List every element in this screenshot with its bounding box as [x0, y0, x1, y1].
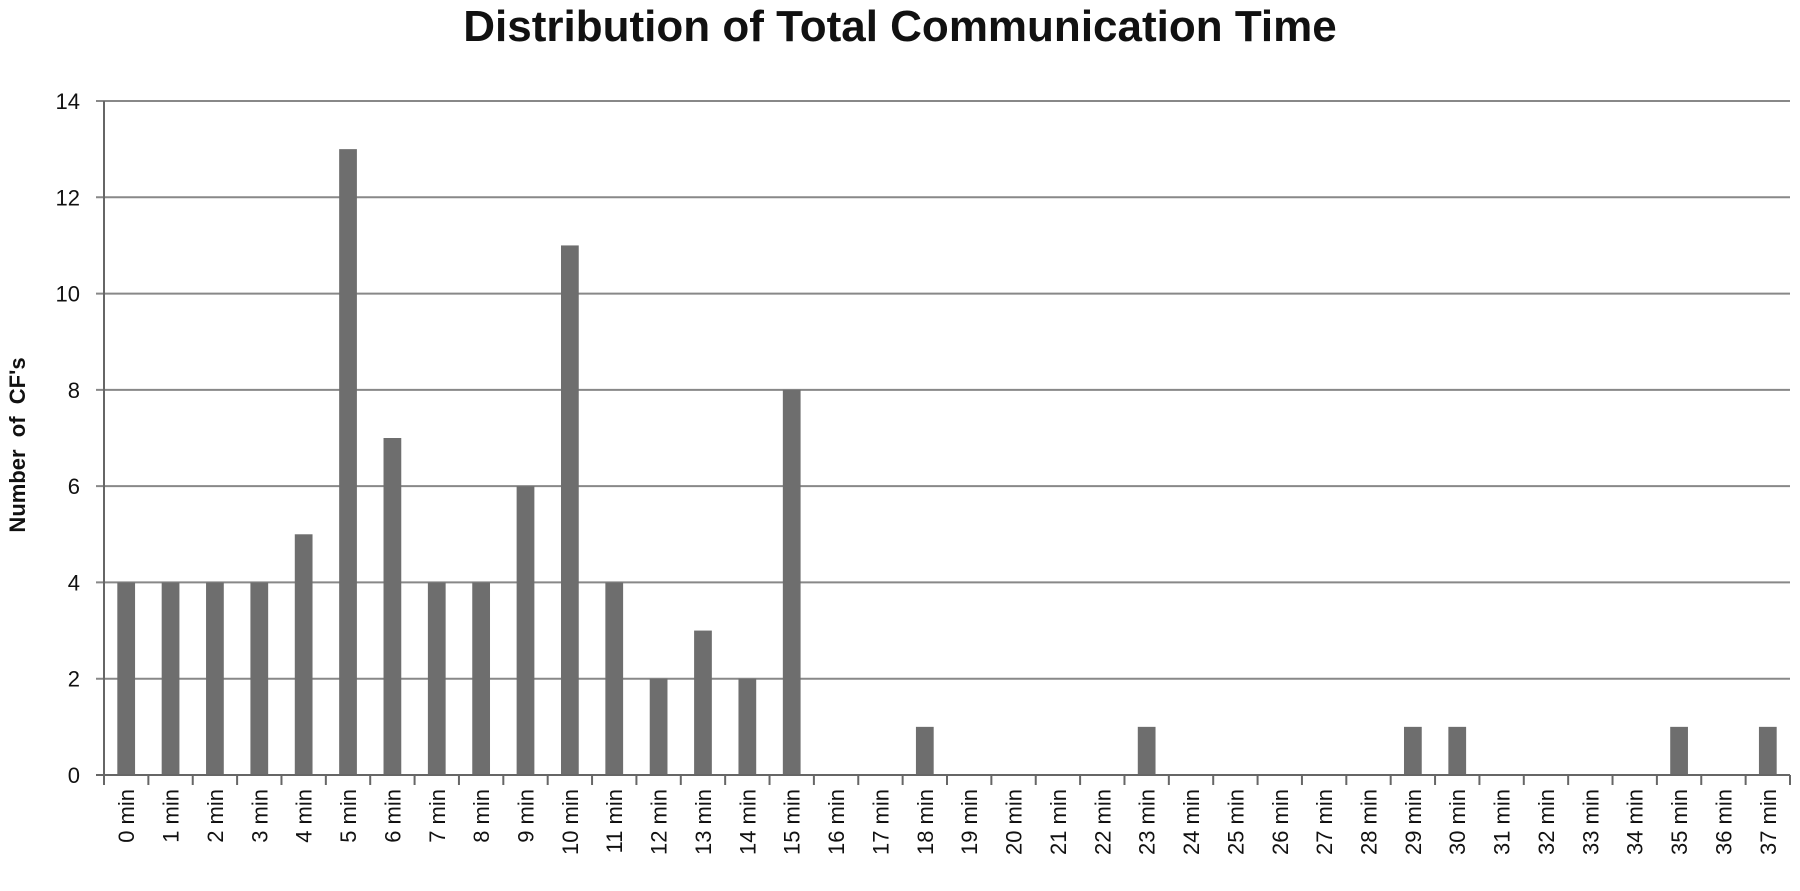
- x-tick-label: 6 min: [380, 789, 405, 843]
- x-tick-label: 27 min: [1312, 789, 1337, 855]
- bar: [294, 534, 313, 775]
- x-tick-label: 15 min: [780, 789, 805, 855]
- x-tick-label: 29 min: [1401, 789, 1426, 855]
- bar: [339, 149, 357, 776]
- bar: [472, 582, 491, 775]
- x-tick-label: 30 min: [1445, 789, 1470, 855]
- bar: [694, 630, 712, 775]
- bar: [1137, 726, 1156, 775]
- y-tick-label: 4: [68, 570, 80, 595]
- x-tick-label: 24 min: [1179, 789, 1204, 855]
- x-tick-label: 17 min: [868, 789, 893, 855]
- x-tick-label: 34 min: [1623, 789, 1648, 855]
- x-tick-label: 16 min: [824, 789, 849, 855]
- x-tick-label: 28 min: [1357, 789, 1382, 855]
- x-tick-labels: 0 min 1 min 2 min 3 min 4 min 5 min 6 min 7 min…: [114, 789, 1781, 855]
- y-tick-label: 10: [56, 282, 80, 307]
- bars: [117, 149, 1777, 776]
- y-tick-label: 0: [68, 763, 80, 788]
- bar: [1758, 726, 1777, 775]
- y-tick-label: 6: [68, 474, 80, 499]
- x-tick-label: 19 min: [957, 789, 982, 855]
- gridlines: [96, 100, 1790, 680]
- x-tick-label: 20 min: [1002, 789, 1027, 855]
- y-tick-label: 8: [68, 378, 80, 403]
- bar: [782, 389, 801, 775]
- bar: [117, 582, 136, 775]
- bar: [560, 245, 579, 775]
- x-tick-label: 25 min: [1223, 789, 1248, 855]
- bar: [1670, 726, 1688, 775]
- x-tick-label: 31 min: [1490, 789, 1515, 855]
- x-tick-label: 32 min: [1534, 789, 1559, 855]
- bar: [427, 582, 446, 775]
- y-tick-label: 12: [56, 185, 80, 210]
- x-tick-label: 33 min: [1578, 789, 1603, 855]
- x-tick-label: 37 min: [1756, 789, 1781, 855]
- x-tick-label: 8 min: [469, 789, 494, 843]
- x-tick-label: 22 min: [1090, 789, 1115, 855]
- x-tick-label: 5 min: [336, 789, 361, 843]
- x-tick-label: 7 min: [425, 789, 450, 843]
- bar: [1403, 726, 1422, 775]
- x-tick-label: 4 min: [292, 789, 317, 843]
- x-tick-label: 3 min: [247, 789, 272, 843]
- x-tick-label: 21 min: [1046, 789, 1071, 855]
- bar: [649, 678, 668, 775]
- x-tick-label: 14 min: [735, 789, 760, 855]
- x-tick-label: 23 min: [1135, 789, 1160, 855]
- axes: [96, 101, 1791, 785]
- y-tick-label: 14: [56, 89, 80, 114]
- bar: [206, 582, 224, 775]
- chart-title: Distribution of Total Communication Time: [463, 2, 1337, 51]
- bar: [383, 438, 402, 775]
- bar: [605, 582, 624, 775]
- bar: [1448, 726, 1467, 775]
- x-tick-label: 13 min: [691, 789, 716, 855]
- bar: [738, 678, 757, 775]
- bar: [161, 582, 180, 775]
- x-tick-label: 11 min: [602, 789, 627, 853]
- x-tick-label: 36 min: [1711, 789, 1736, 855]
- x-tick-label: 35 min: [1667, 789, 1692, 855]
- x-tick-label: 18 min: [913, 789, 938, 855]
- x-tick-label: 1 min: [159, 789, 184, 843]
- x-tick-label: 0 min: [114, 789, 139, 843]
- bar: [915, 726, 934, 775]
- y-tick-labels: 0 2 4 6 8 10 12 14: [56, 89, 80, 788]
- x-tick-label: 12 min: [647, 789, 672, 855]
- x-tick-label: 26 min: [1268, 789, 1293, 855]
- x-tick-label: 9 min: [514, 789, 539, 843]
- y-tick-label: 2: [68, 667, 80, 692]
- bar: [516, 486, 535, 775]
- x-tick-label: 10 min: [558, 789, 583, 855]
- bar: [250, 582, 269, 775]
- x-tick-label: 2 min: [203, 789, 228, 843]
